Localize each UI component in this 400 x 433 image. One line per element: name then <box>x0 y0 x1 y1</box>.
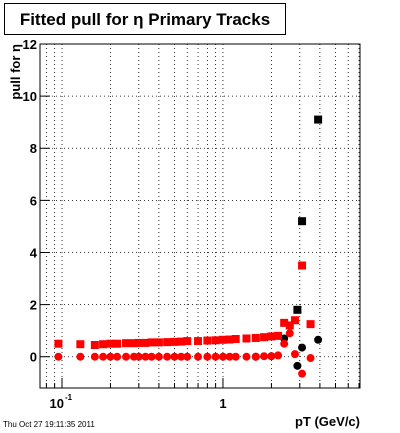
data-point <box>170 352 179 361</box>
data-point <box>290 350 299 359</box>
data-point <box>203 336 212 345</box>
data-point <box>280 318 289 327</box>
y-axis-label: pull for η <box>8 44 23 100</box>
data-point <box>211 336 220 345</box>
data-point <box>251 333 260 342</box>
y-tick-label: 12 <box>23 37 37 52</box>
x-tick-label: 1 <box>219 396 226 411</box>
x-tick-exponent: -1 <box>65 393 73 402</box>
data-point <box>231 335 240 344</box>
data-point <box>90 341 99 349</box>
data-point <box>106 352 115 361</box>
data-point <box>113 339 122 348</box>
data-point <box>134 338 143 347</box>
data-point <box>298 217 307 226</box>
data-point <box>274 351 283 360</box>
data-point <box>251 352 260 361</box>
data-point <box>183 337 192 346</box>
data-point <box>267 332 276 341</box>
data-point <box>99 340 108 349</box>
data-point <box>306 320 315 329</box>
data-point <box>225 352 234 361</box>
data-point <box>194 337 203 346</box>
timestamp: Thu Oct 27 19:11:35 2011 <box>3 420 95 429</box>
data-point <box>147 352 156 361</box>
data-point <box>147 338 156 347</box>
data-point <box>163 352 172 361</box>
data-point <box>90 352 99 361</box>
data-point <box>285 321 294 330</box>
data-point <box>314 335 323 344</box>
data-point <box>218 335 227 344</box>
title-box <box>4 3 286 35</box>
data-point <box>211 352 220 361</box>
data-point <box>242 334 251 343</box>
data-point <box>267 352 276 361</box>
data-point <box>280 339 289 348</box>
data-point <box>106 339 115 348</box>
data-point <box>203 352 212 361</box>
data-point <box>129 339 138 348</box>
data-point <box>298 261 307 270</box>
data-point <box>154 352 163 361</box>
data-point <box>183 352 192 361</box>
chart-title: Fitted pull for η Primary Tracks <box>20 10 270 29</box>
data-point <box>76 340 85 349</box>
x-tick-label: 10 <box>50 396 64 411</box>
y-tick-label: 6 <box>30 193 37 208</box>
data-point <box>141 352 150 361</box>
y-tick-label: 4 <box>30 245 38 260</box>
data-point <box>54 352 63 361</box>
y-tick-label: 2 <box>30 298 37 313</box>
data-point <box>154 338 163 347</box>
data-point <box>177 352 186 361</box>
data-point <box>231 352 240 361</box>
y-tick-label: 8 <box>30 141 37 156</box>
data-point <box>298 369 307 378</box>
x-axis-label: pT (GeV/c) <box>295 414 360 429</box>
data-point <box>293 361 302 370</box>
data-point <box>218 352 227 361</box>
data-point <box>290 316 299 325</box>
data-point <box>298 343 307 352</box>
data-point <box>122 339 131 348</box>
data-point <box>293 305 302 314</box>
data-point <box>194 352 203 361</box>
y-tick-label: 0 <box>30 350 37 365</box>
data-point <box>170 337 179 346</box>
data-point <box>134 352 143 361</box>
data-point <box>113 352 122 361</box>
data-point <box>99 352 108 361</box>
data-point <box>242 352 251 361</box>
data-point <box>141 338 150 347</box>
y-tick-label: 10 <box>23 89 37 104</box>
data-point <box>54 339 63 348</box>
data-point <box>274 331 283 340</box>
data-point <box>163 338 172 347</box>
data-point <box>314 115 323 124</box>
data-point <box>177 337 186 346</box>
data-point <box>76 352 85 361</box>
data-point <box>225 335 234 344</box>
data-point <box>260 333 269 342</box>
data-point <box>285 329 294 338</box>
data-point <box>306 354 315 363</box>
data-point <box>122 352 131 361</box>
data-point <box>260 352 269 361</box>
